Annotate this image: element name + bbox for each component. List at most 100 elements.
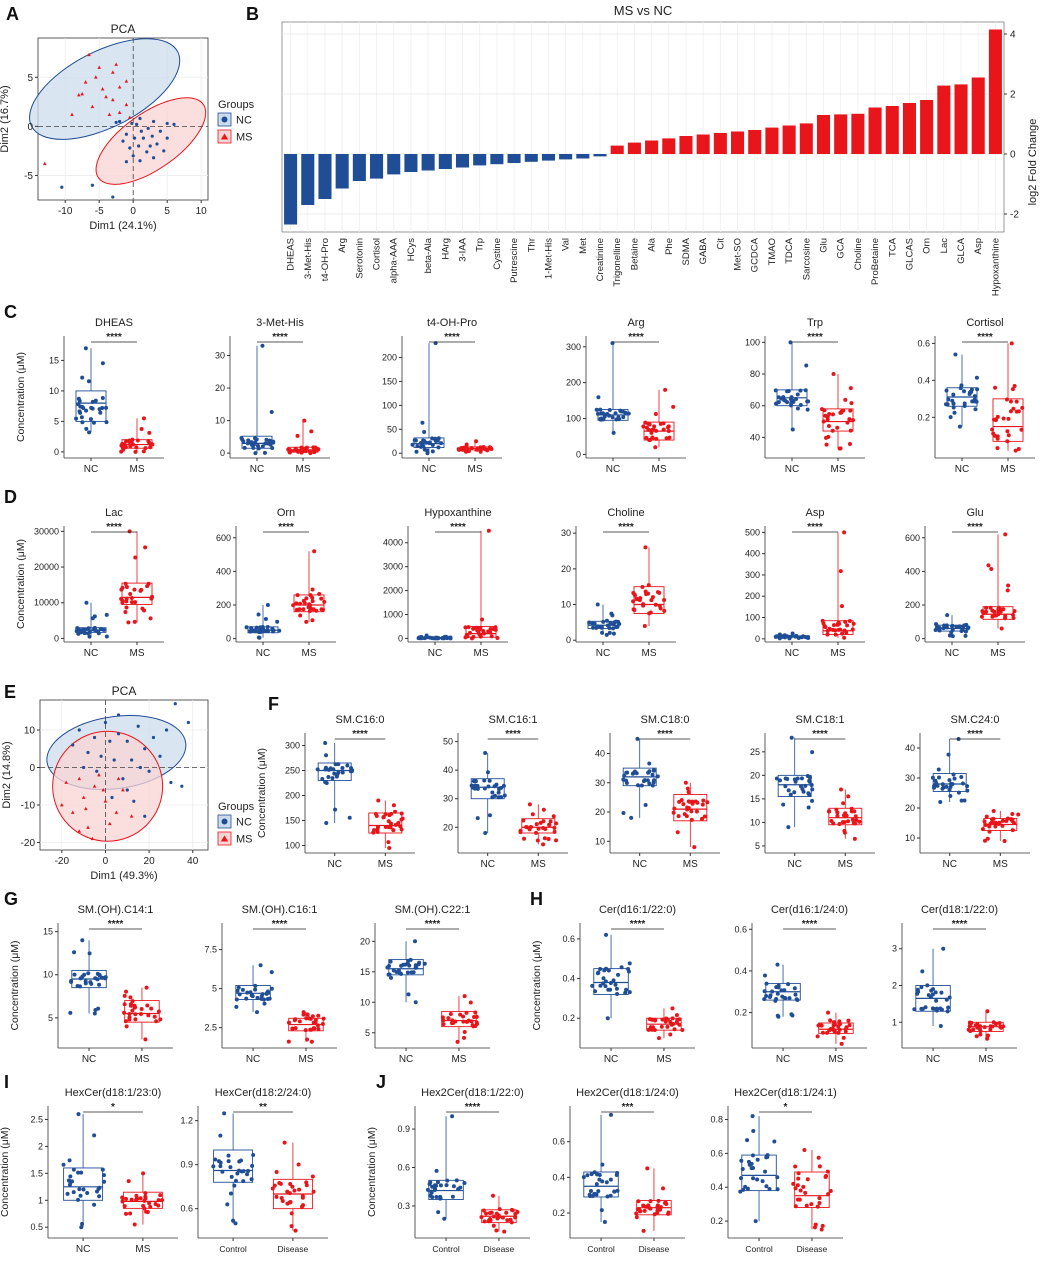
data-point xyxy=(485,770,490,775)
nc-point xyxy=(158,129,162,133)
data-point xyxy=(821,419,826,424)
data-point xyxy=(781,802,786,807)
nc-point xyxy=(162,149,166,153)
data-point xyxy=(396,820,401,825)
data-point xyxy=(655,1208,660,1213)
data-point xyxy=(249,1177,254,1182)
y-axis-label: Concentration (μM) xyxy=(0,1127,11,1217)
y-axis-label: Concentration (μM) xyxy=(15,352,27,442)
data-point xyxy=(815,1034,820,1039)
data-point xyxy=(288,1181,293,1186)
data-point xyxy=(144,985,149,990)
data-point xyxy=(495,635,500,640)
bar-Thr xyxy=(524,154,538,162)
data-point xyxy=(94,1189,99,1194)
data-point xyxy=(831,821,836,826)
data-point xyxy=(133,600,138,605)
data-point xyxy=(422,961,427,966)
data-point xyxy=(150,594,155,599)
data-point xyxy=(130,442,135,447)
boxplot-title: HexCer(d18:1/23:0) xyxy=(65,1087,162,1099)
data-point xyxy=(773,998,778,1003)
data-point xyxy=(130,1008,135,1013)
data-point xyxy=(448,635,453,640)
data-point xyxy=(548,819,553,824)
data-point xyxy=(265,624,270,629)
nc-point xyxy=(121,139,125,143)
data-point xyxy=(589,1172,594,1177)
data-point xyxy=(661,1186,666,1191)
data-point xyxy=(649,598,654,603)
data-point xyxy=(250,1163,255,1168)
data-point xyxy=(1001,1024,1006,1029)
nc-point xyxy=(152,156,156,160)
significance-stars: **** xyxy=(272,332,288,343)
data-point xyxy=(620,409,625,414)
y-tick-label: 0.4 xyxy=(710,1182,723,1192)
nc-point xyxy=(99,754,103,758)
data-point xyxy=(500,1215,505,1220)
data-point xyxy=(458,1012,463,1017)
category-label: Phe xyxy=(664,238,675,255)
nc-point xyxy=(125,788,129,792)
data-point xyxy=(677,1022,682,1027)
data-point xyxy=(481,1208,486,1213)
significance-stars: **** xyxy=(630,919,646,930)
y-tick-label: -20 xyxy=(21,838,36,849)
data-point xyxy=(143,1037,148,1042)
data-point xyxy=(260,624,265,629)
data-point xyxy=(613,982,618,987)
bar-Met xyxy=(576,154,590,159)
x-tick-label: -10 xyxy=(58,206,73,217)
nc-point xyxy=(138,116,142,121)
data-point xyxy=(505,1218,510,1223)
data-point xyxy=(253,983,258,988)
nc-point xyxy=(155,142,159,146)
group-label: MS xyxy=(135,1244,150,1255)
data-point xyxy=(463,625,468,630)
ms-point xyxy=(111,97,115,102)
y-tick-label: 1.5 xyxy=(30,1168,43,1178)
data-point xyxy=(972,399,977,404)
y-tick-label: 1.2 xyxy=(180,1116,193,1126)
data-point xyxy=(124,1196,129,1201)
legend-label-ms: MS xyxy=(236,834,253,846)
data-point xyxy=(815,1204,820,1209)
group-label: MS xyxy=(468,464,483,475)
category-label: GLCAS xyxy=(904,238,915,270)
data-point xyxy=(128,1211,133,1216)
bar-3-IAA xyxy=(455,154,470,168)
data-point xyxy=(842,530,847,535)
data-point xyxy=(641,424,646,429)
data-point xyxy=(806,805,811,810)
data-point xyxy=(650,772,655,777)
x-tick-label: 40 xyxy=(187,856,199,867)
data-point xyxy=(623,990,628,995)
data-point xyxy=(951,401,956,406)
data-point xyxy=(1014,409,1019,414)
data-point xyxy=(608,621,613,626)
data-point xyxy=(611,626,616,631)
nc-point xyxy=(124,160,128,164)
data-point xyxy=(424,440,429,445)
y-tick-label: 10 xyxy=(905,833,915,843)
nc-point xyxy=(145,150,149,154)
data-point xyxy=(615,992,620,997)
y-tick-label: 10000 xyxy=(34,598,59,608)
data-point xyxy=(293,1026,298,1031)
ms-point xyxy=(97,65,101,69)
data-point xyxy=(634,1215,639,1220)
group-label: NC xyxy=(84,648,98,659)
data-point xyxy=(930,1006,935,1011)
data-point xyxy=(990,1024,995,1029)
data-point xyxy=(307,609,312,614)
nc-point xyxy=(128,146,132,150)
data-point xyxy=(552,825,557,830)
data-point xyxy=(648,1199,653,1204)
data-point xyxy=(671,810,676,815)
y-tick-label: 300 xyxy=(285,741,300,751)
data-point xyxy=(960,781,965,786)
data-point xyxy=(515,1209,520,1214)
